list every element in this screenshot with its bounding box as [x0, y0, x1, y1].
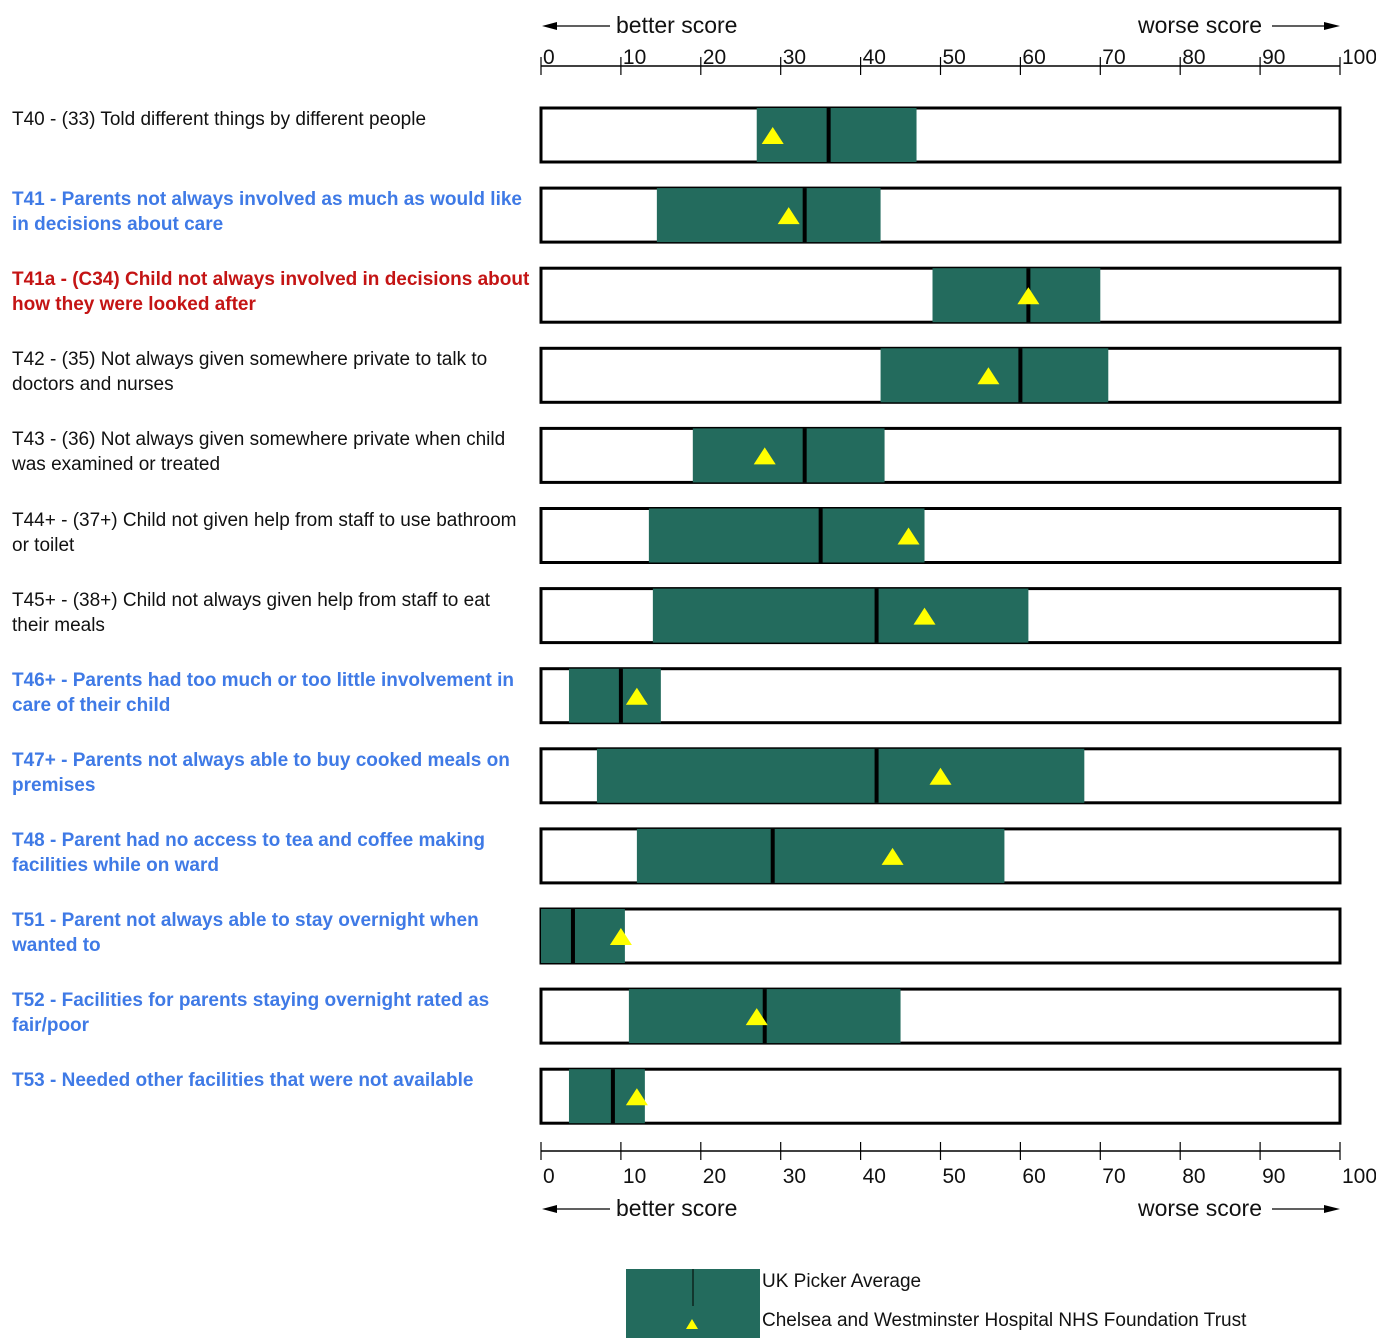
legend-trust-marker — [686, 1319, 698, 1329]
top-tick-label-80: 80 — [1182, 46, 1205, 69]
bottom-tick-label-20: 20 — [703, 1165, 726, 1188]
bottom-tick-label-80: 80 — [1182, 1165, 1205, 1188]
row-label-12: T53 - Needed other facilities that were … — [12, 1070, 474, 1092]
row-label-2: T41a - (C34) Child not always involved i… — [12, 269, 530, 316]
row-label-10: T51 - Parent not always able to stay ove… — [12, 910, 479, 956]
row-label-1: T41 - Parents not always involved as muc… — [12, 189, 523, 236]
trust-marker-10 — [609, 928, 632, 945]
trust-marker-2 — [1017, 287, 1040, 305]
row-frame-7 — [539, 667, 1342, 725]
top-tick-label-100: 100 — [1342, 46, 1376, 69]
row-label-9: T48 - Parent had no access to tea and co… — [12, 829, 486, 876]
row-frame-10 — [539, 907, 1342, 965]
bottom-tick-label-40: 40 — [863, 1165, 886, 1188]
top-tick-label-40: 40 — [863, 46, 886, 69]
row-label-6: T45+ - (38+) Child not always given help… — [12, 589, 491, 636]
row-label-0: T40 - (33) Told different things by diff… — [12, 109, 427, 130]
range-bar-7 — [568, 668, 661, 723]
trust-marker-1 — [777, 207, 800, 225]
trust-marker-3 — [977, 367, 1000, 385]
top-tick-label-60: 60 — [1022, 46, 1045, 69]
trust-marker-8 — [929, 767, 952, 785]
range-bar-8 — [596, 748, 1085, 803]
top-tick-label-90: 90 — [1262, 46, 1285, 69]
trust-marker-0 — [761, 127, 784, 144]
trust-marker-7 — [625, 687, 648, 705]
row-label-7: T46+ - Parents had too much or too littl… — [12, 669, 514, 716]
bottom-worse-score-label: worse score — [1137, 1195, 1262, 1221]
top-tick-label-20: 20 — [703, 46, 726, 69]
bottom-tick-label-0: 0 — [543, 1165, 555, 1188]
range-bar-4 — [692, 428, 885, 483]
bottom-tick-label-100: 100 — [1342, 1165, 1376, 1188]
row-frame-12 — [539, 1067, 1342, 1125]
range-bar-3 — [880, 348, 1109, 403]
bottom-better-score-label: better score — [616, 1195, 737, 1221]
row-label-11: T52 - Facilities for parents staying ove… — [12, 990, 490, 1037]
trust-marker-11 — [745, 1008, 768, 1026]
top-tick-label-50: 50 — [943, 46, 966, 69]
row-label-8: T47+ - Parents not always able to buy co… — [12, 749, 510, 796]
bottom-tick-label-60: 60 — [1022, 1165, 1045, 1188]
legend-label-trust: Chelsea and Westminster Hospital NHS Fou… — [762, 1310, 1247, 1331]
range-bar-10 — [541, 909, 625, 963]
range-bar-9 — [636, 828, 1005, 883]
range-bar-0 — [756, 108, 917, 162]
bottom-tick-label-90: 90 — [1262, 1165, 1285, 1188]
bottom-tick-label-30: 30 — [783, 1165, 806, 1188]
row-label-5: T44+ - (37+) Child not given help from s… — [12, 509, 517, 556]
row-frame-4 — [539, 426, 1342, 484]
trust-marker-9 — [881, 847, 904, 865]
bottom-tick-label-10: 10 — [623, 1165, 646, 1188]
top-better-score-label: better score — [616, 12, 737, 38]
row-label-3: T42 - (35) Not always given somewhere pr… — [12, 349, 488, 396]
trust-marker-6 — [913, 607, 936, 625]
trust-marker-4 — [753, 447, 776, 465]
legend-label-average: UK Picker Average — [762, 1271, 922, 1292]
bottom-worse-arrow-head — [1324, 1205, 1340, 1213]
trust-marker-12 — [625, 1088, 648, 1106]
top-tick-label-30: 30 — [783, 46, 806, 69]
bottom-tick-label-50: 50 — [943, 1165, 966, 1188]
range-bar-6 — [652, 588, 1029, 643]
range-bar-5 — [648, 508, 925, 563]
row-label-4: T43 - (36) Not always given somewhere pr… — [12, 429, 506, 476]
range-bar-1 — [656, 188, 881, 243]
top-worse-arrow-head — [1324, 22, 1340, 30]
row-frame-0 — [539, 106, 1342, 164]
top-worse-score-label: worse score — [1137, 12, 1262, 38]
top-tick-label-0: 0 — [543, 46, 555, 69]
range-bar-2 — [932, 268, 1101, 323]
bottom-tick-label-70: 70 — [1102, 1165, 1125, 1188]
bottom-better-arrow-head — [542, 1205, 557, 1213]
top-better-arrow-head — [542, 22, 557, 30]
top-tick-label-10: 10 — [623, 46, 646, 69]
trust-marker-5 — [897, 527, 920, 545]
top-tick-label-70: 70 — [1102, 46, 1125, 69]
